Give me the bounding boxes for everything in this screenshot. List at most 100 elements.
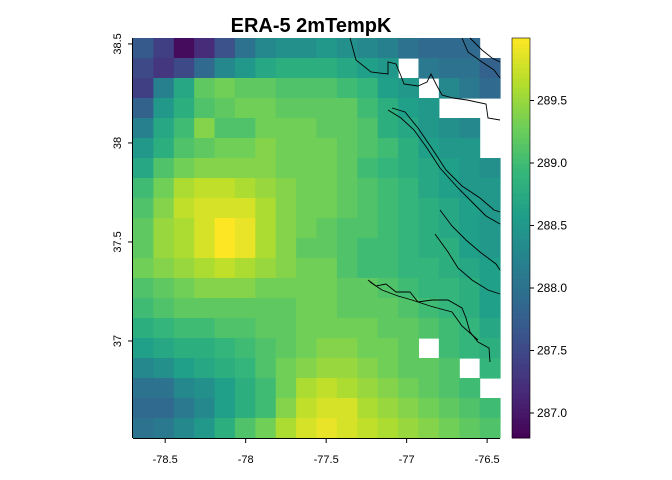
colorbar-segment [512,378,530,384]
heatmap-cell [357,98,379,119]
chart-title: ERA-5 2mTempK [231,15,392,37]
colorbar-segment [512,428,530,434]
heatmap-cell [173,398,195,419]
heatmap-cell [194,298,216,319]
heatmap-cell [255,138,277,159]
heatmap-cell [398,278,420,299]
x-tick-label: -78.5 [153,454,178,466]
colorbar-segment [512,168,530,174]
heatmap-cell [255,158,277,179]
colorbar-segment [512,358,530,364]
heatmap-cell [234,58,256,79]
colorbar-segment [512,388,530,394]
heatmap-cell [234,158,256,179]
heatmap-cell [438,138,460,159]
colorbar-segment [512,353,530,359]
heatmap-cell [153,218,175,239]
colorbar-frame [511,37,531,439]
heatmap-cell [194,318,216,339]
heatmap-cell [438,158,460,179]
heatmap-cell [214,38,236,59]
heatmap-cell [398,138,420,159]
heatmap-cell [173,198,195,219]
heatmap-cell [296,158,318,179]
heatmap-cell [418,158,440,179]
heatmap-cell [255,38,277,59]
heatmap-cell [234,218,256,239]
heatmap-cell [398,358,420,379]
heatmap-cell [357,158,379,179]
colorbar-segment [512,333,530,339]
heatmap-cell [275,198,297,219]
heatmap-cell [357,318,379,339]
heatmap-cell [336,378,358,399]
heatmap-cell [214,138,236,159]
heatmap-cell [275,158,297,179]
heatmap-cell [194,78,216,99]
heatmap-cell [316,118,338,139]
heatmap-cell [234,378,256,399]
heatmap-cell [357,118,379,139]
heatmap-cell [133,378,154,399]
heatmap-cell [459,118,481,139]
heatmap-cell [316,298,338,319]
heatmap-cell [275,78,297,99]
heatmap-cell [398,158,420,179]
heatmap-cell [173,178,195,199]
heatmap-cell [234,398,256,419]
heatmap-cell [275,238,297,259]
coastline-path [391,107,501,213]
heatmap-cell [214,278,236,299]
colorbar-segment [512,213,530,219]
colorbar-segment [512,108,530,114]
heatmap-cell [255,118,277,139]
heatmap-cell [214,398,236,419]
heatmap-cell [316,318,338,339]
colorbar-tick-label: 289.5 [537,94,567,108]
heatmap-cell [336,58,358,79]
heatmap-cell [357,418,379,439]
colorbar-segment [512,163,530,169]
coastline-path [349,37,501,121]
heatmap-cell [316,418,338,439]
heatmap-cell [234,38,256,59]
heatmap-cell [214,258,236,279]
heatmap-cell [255,318,277,339]
colorbar-segment [512,188,530,194]
heatmap-cell [398,318,420,339]
colorbar-segment [512,313,530,319]
heatmap-cell [459,38,481,59]
heatmap-cell [377,378,399,399]
heatmap-cell [438,198,460,219]
heatmap-cell [275,358,297,379]
heatmap-cell [173,38,195,59]
heatmap-cell [234,198,256,219]
heatmap-cell [153,398,175,419]
heatmap-cell [153,338,175,359]
heatmap-cell [194,98,216,119]
heatmap-cell [173,158,195,179]
heatmap-cell [255,78,277,99]
heatmap-cell [336,158,358,179]
colorbar-segment [512,133,530,139]
heatmap-cell [336,138,358,159]
colorbar-segment [512,408,530,414]
heatmap-cell [275,38,297,59]
heatmap-cell [398,178,420,199]
heatmap-cell [357,238,379,259]
colorbar-segment [512,88,530,94]
heatmap-cell [438,178,460,199]
heatmap-cell [377,118,399,139]
heatmap-cell [398,98,420,119]
colorbar-segment [512,103,530,109]
heatmap-cell [377,98,399,119]
heatmap-cell [438,238,460,259]
colorbar-segment [512,338,530,344]
heatmap-cell [173,378,195,399]
heatmap-cell [438,338,460,359]
heatmap-cell [459,218,481,239]
heatmap-cell [316,78,338,99]
colorbar-tick-label: 288.5 [537,219,567,233]
heatmap-cell [438,258,460,279]
colorbar-segment [512,43,530,49]
